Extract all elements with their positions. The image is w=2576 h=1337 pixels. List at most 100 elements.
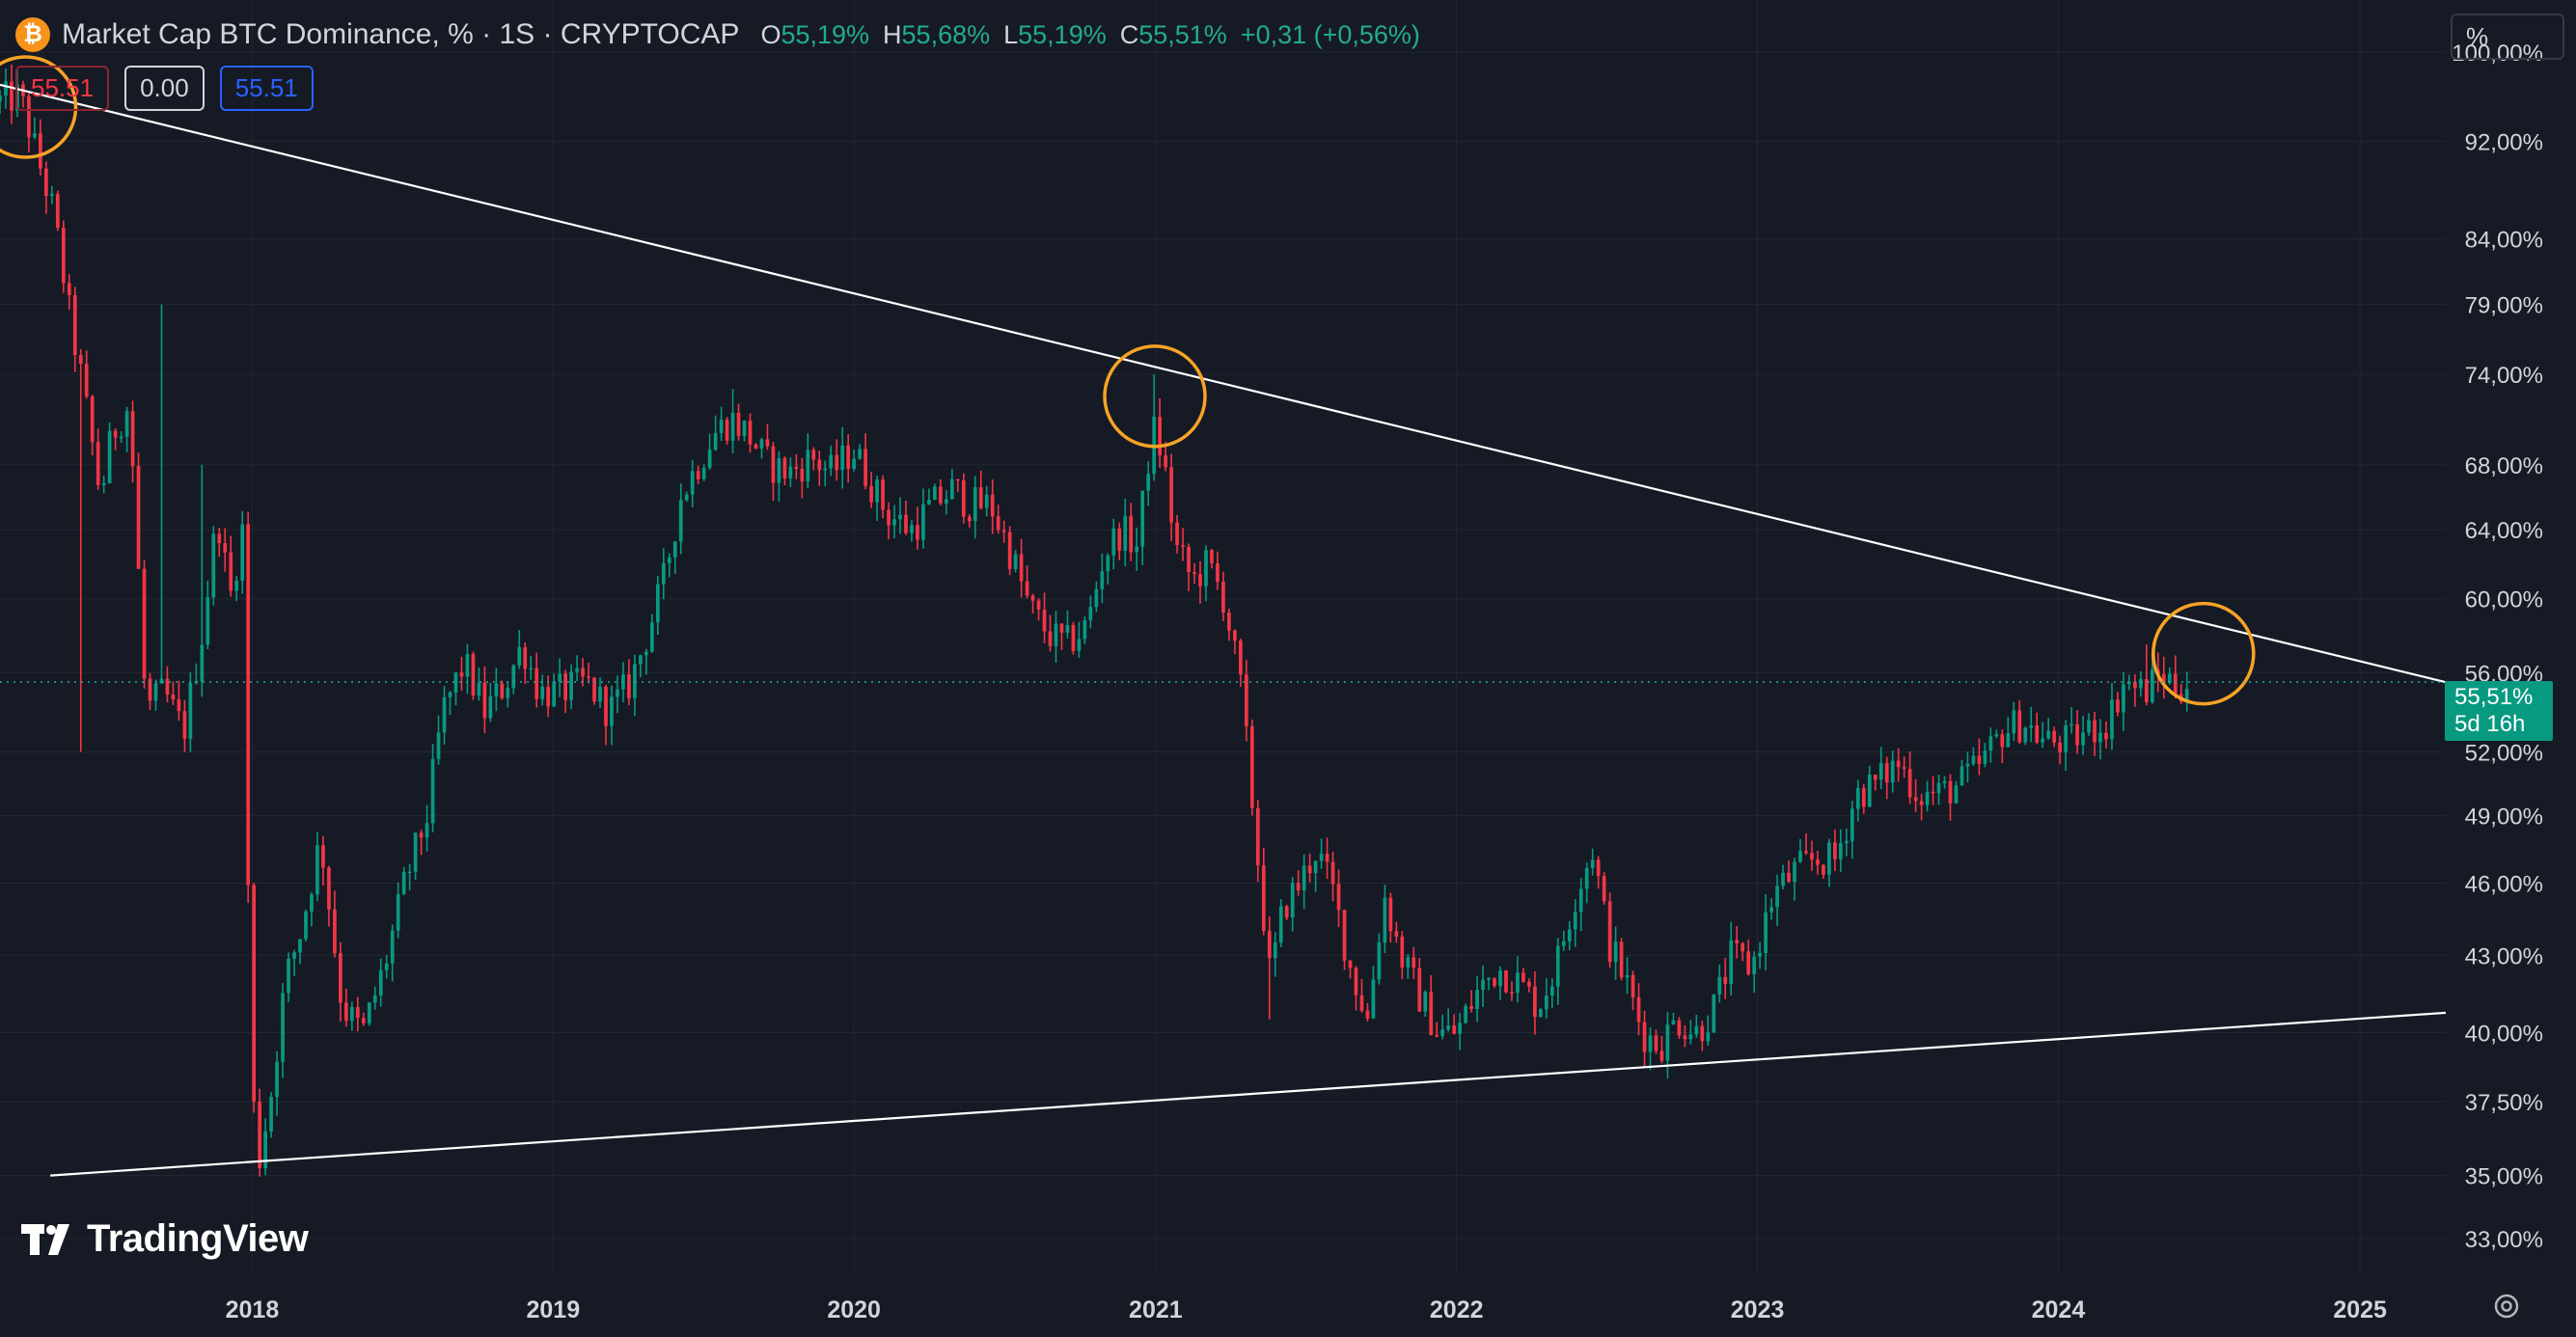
candle-up bbox=[1769, 898, 1773, 920]
candle-up bbox=[367, 1001, 371, 1026]
candle-body bbox=[610, 696, 614, 726]
candle-down bbox=[471, 651, 476, 700]
candle-up bbox=[1475, 975, 1479, 1023]
candle-up bbox=[107, 423, 112, 484]
candle-down bbox=[258, 1088, 261, 1177]
candle-up bbox=[1481, 965, 1485, 1007]
candle-down bbox=[1452, 1014, 1457, 1035]
candle-down bbox=[339, 941, 343, 1023]
close-label: C bbox=[1119, 19, 1139, 49]
candle-body bbox=[1239, 641, 1243, 675]
y-tick-label: 60,00% bbox=[2465, 587, 2543, 614]
candle-down bbox=[2104, 721, 2108, 749]
y-tick-label: 35,00% bbox=[2465, 1164, 2543, 1190]
candle-down bbox=[1654, 1029, 1658, 1054]
buy-price-button[interactable]: 55.51 bbox=[219, 66, 314, 111]
x-axis: 2018 2019 2020 2021 2022 2023 2024 2025 bbox=[226, 1296, 2387, 1323]
y-axis: 33,00% 35,00% 37,50% 40,00% 43,00% 46,00% 49,0… bbox=[2452, 41, 2543, 1253]
candle-body bbox=[719, 420, 724, 433]
y-tick-label: 43,00% bbox=[2465, 943, 2543, 969]
candle-down bbox=[1833, 830, 1837, 872]
candle-up bbox=[1988, 727, 1993, 763]
sell-price-button[interactable]: 55.51 bbox=[15, 66, 110, 111]
candle-body bbox=[846, 445, 851, 470]
candle-body bbox=[1233, 630, 1237, 641]
candle-body bbox=[327, 867, 331, 910]
candle-down bbox=[67, 274, 71, 311]
symbol-title[interactable]: Market Cap BTC Dominance, % · 1S · CRYPT… bbox=[62, 18, 740, 50]
candle-up bbox=[575, 655, 579, 682]
candle-up bbox=[211, 526, 216, 606]
candle-body bbox=[200, 644, 205, 682]
candle-body bbox=[482, 682, 487, 719]
candle-body bbox=[1036, 600, 1041, 610]
candle-body bbox=[1123, 515, 1128, 551]
candle-down bbox=[1244, 660, 1248, 742]
candle-body bbox=[471, 654, 476, 696]
candle-up bbox=[933, 483, 937, 501]
candle-down bbox=[1804, 832, 1808, 856]
candle-body bbox=[771, 446, 776, 483]
candle-body bbox=[661, 562, 666, 585]
candle-body bbox=[2075, 723, 2079, 746]
candle-up bbox=[2098, 719, 2102, 760]
y-tick-label: 40,00% bbox=[2465, 1021, 2543, 1047]
candle-up bbox=[644, 648, 648, 675]
candle-body bbox=[777, 457, 781, 483]
candle-up bbox=[1578, 878, 1583, 932]
candle-body bbox=[372, 995, 377, 1003]
candle-up bbox=[1971, 747, 1976, 767]
x-tick-label: 2024 bbox=[2032, 1296, 2086, 1323]
candle-up bbox=[101, 475, 106, 494]
candle-body bbox=[1959, 766, 1964, 786]
candle-body bbox=[990, 494, 995, 517]
candle-up bbox=[892, 505, 896, 538]
candle-body bbox=[343, 1002, 348, 1022]
open-label: O bbox=[760, 19, 781, 49]
candle-down bbox=[1330, 851, 1335, 902]
candle-up bbox=[269, 1092, 273, 1138]
candle-body bbox=[2093, 720, 2096, 743]
candle-down bbox=[996, 505, 1000, 534]
candle-down bbox=[1521, 968, 1525, 983]
candle-body bbox=[1284, 906, 1289, 918]
candle-up bbox=[1798, 838, 1802, 863]
candle-body bbox=[206, 597, 210, 645]
candle-body bbox=[511, 665, 516, 689]
candle-body bbox=[67, 283, 71, 296]
candle-body bbox=[2167, 673, 2172, 683]
candle-up bbox=[806, 433, 810, 489]
candle-up bbox=[1111, 518, 1116, 570]
candle-down bbox=[1025, 564, 1029, 599]
candle-down bbox=[61, 220, 66, 293]
candle-down bbox=[1342, 910, 1347, 970]
symbol-header: ₿ Market Cap BTC Dominance, % · 1S · CRY… bbox=[15, 14, 1420, 56]
candle-body bbox=[701, 467, 706, 479]
candle-up bbox=[407, 863, 412, 890]
candle-body bbox=[569, 671, 573, 700]
candle-down bbox=[765, 423, 770, 450]
candle-body bbox=[263, 1131, 267, 1168]
candle-up bbox=[33, 117, 37, 140]
candle-body bbox=[2017, 710, 2022, 743]
candle-up bbox=[1544, 978, 1548, 1019]
candle-down bbox=[1977, 738, 1982, 776]
candle-down bbox=[1359, 978, 1364, 1013]
candle-body bbox=[188, 682, 193, 739]
candle-body bbox=[1296, 883, 1301, 891]
tradingview-logo[interactable]: TradingView bbox=[21, 1217, 309, 1261]
gear-icon[interactable] bbox=[2491, 1291, 2522, 1322]
candle-down bbox=[1007, 526, 1012, 576]
candle-body bbox=[1302, 865, 1306, 891]
candle-body bbox=[707, 450, 712, 468]
candle-down bbox=[2179, 684, 2183, 705]
candle-up bbox=[1625, 957, 1630, 995]
candle-down bbox=[1267, 916, 1272, 1020]
candle-up bbox=[852, 450, 857, 472]
candle-body bbox=[2000, 734, 2005, 748]
candle-down bbox=[1187, 543, 1191, 591]
percent-scale-toggle[interactable]: % bbox=[2451, 14, 2564, 60]
candle-body bbox=[113, 430, 118, 438]
candle-down bbox=[55, 190, 60, 232]
